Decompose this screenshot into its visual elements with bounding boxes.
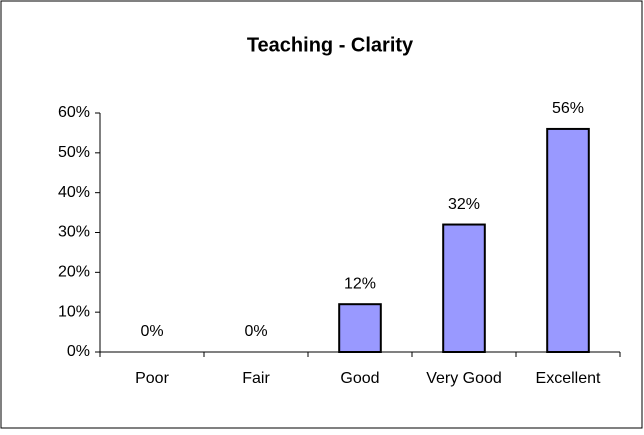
y-tick-label: 40%: [58, 184, 90, 201]
value-label: 12%: [344, 275, 376, 292]
y-tick-label: 0%: [67, 343, 90, 360]
value-label: 56%: [552, 100, 584, 117]
y-tick-label: 10%: [58, 303, 90, 320]
y-tick-label: 50%: [58, 144, 90, 161]
bar: [442, 223, 486, 354]
y-tick-label: 60%: [58, 104, 90, 121]
value-label: 32%: [448, 196, 480, 213]
x-tick-label: Fair: [242, 370, 270, 387]
x-tick-label: Excellent: [536, 370, 601, 387]
y-tick-label: 30%: [58, 224, 90, 241]
chart-title: Teaching - Clarity: [247, 34, 414, 56]
x-tick-label: Poor: [135, 370, 169, 387]
bar: [338, 303, 382, 354]
y-tick-label: 20%: [58, 264, 90, 281]
bar: [546, 127, 590, 353]
value-label: 0%: [244, 323, 267, 340]
x-tick-label: Very Good: [426, 370, 502, 387]
x-tick-label: Good: [340, 370, 379, 387]
value-label: 0%: [140, 323, 163, 340]
